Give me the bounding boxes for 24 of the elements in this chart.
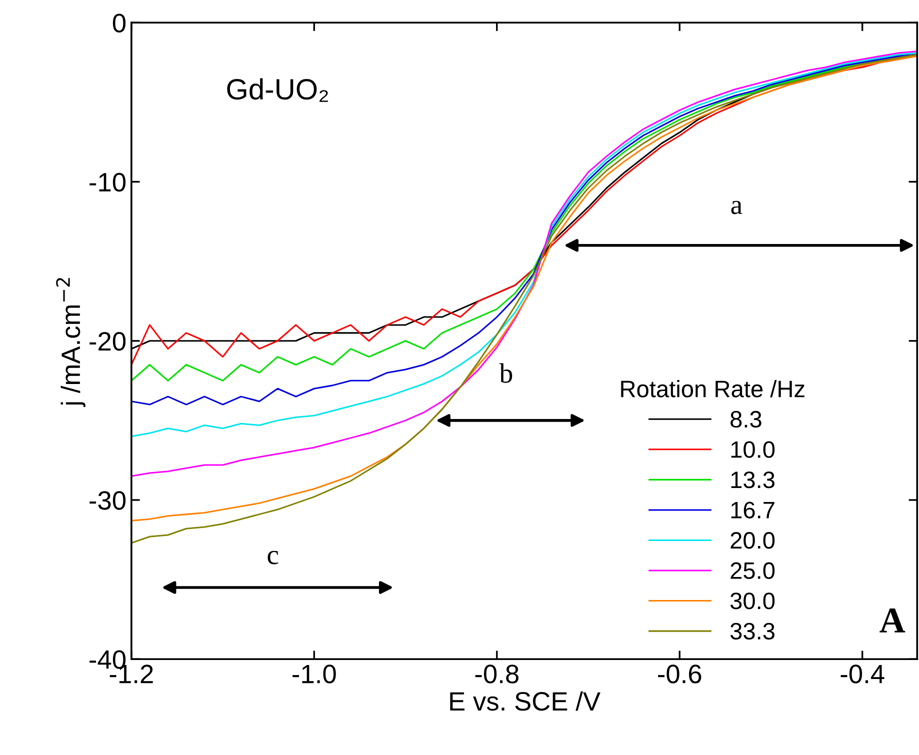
legend-label: 10.0 [731,441,775,458]
legend-label: 20.0 [730,532,775,549]
y-axis-title: j /mA.cm$^{−2}$ [56,278,86,407]
y-tick-label: -10 [90,172,126,192]
x-tick-label: -0.6 [658,664,702,684]
legend-label: 30.0 [730,592,775,610]
legend-label: 33.3 [730,622,774,640]
y-tick-label: -20 [90,332,126,351]
annotation: a [731,200,742,214]
x-tick-label: -0.8 [475,664,518,684]
x-tick-label: -0.4 [840,664,884,684]
legend-label: 25.0 [730,562,775,580]
legend-label: 8.3 [730,410,762,428]
legend-label: 16.7 [731,502,774,518]
legend-label: 13.3 [731,471,774,488]
x-tick-label: -1.0 [292,664,336,684]
legend-title: Rotation Rate /Hz [621,380,804,398]
x-axis-title: E vs. SCE /V [450,691,600,711]
annotation: A [880,608,906,632]
annotation: Gd-UO₂ [227,78,328,102]
annotation: c [268,550,278,564]
annotation: b [499,363,512,383]
y-tick-label: 0 [112,14,126,32]
y-tick-label: -30 [90,491,126,510]
